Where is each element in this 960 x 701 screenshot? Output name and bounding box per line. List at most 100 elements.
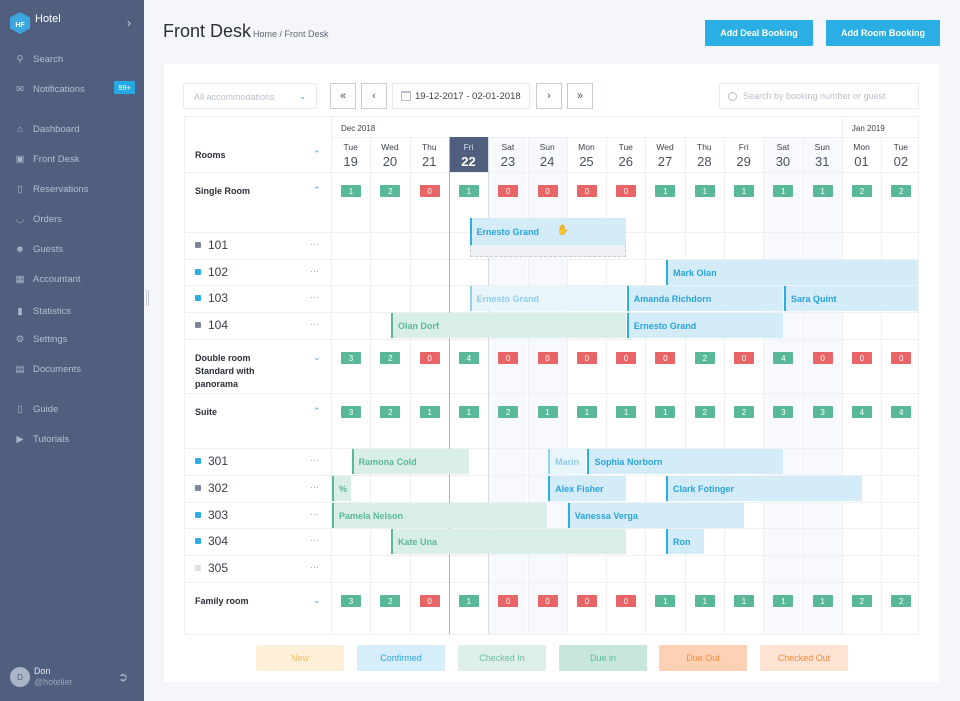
booking-bar[interactable]: Olan Dorf [390, 313, 626, 338]
category-toggle[interactable]: ⌄ [313, 595, 321, 605]
room-menu-button[interactable]: ··· [310, 482, 319, 492]
sidebar-item-reservations[interactable]: ▯ Reservations [13, 182, 135, 196]
booking-bar[interactable]: Ernesto Grand [469, 218, 626, 245]
room-row[interactable]: 304 [195, 534, 228, 548]
user-profile[interactable]: D Don @hotelier [10, 666, 73, 688]
sidebar-item-label: Settings [33, 333, 68, 345]
grid-line [331, 137, 918, 138]
room-row[interactable]: 303 [195, 508, 228, 522]
room-number: 305 [208, 561, 229, 575]
prev-page-button[interactable]: ‹ [361, 83, 387, 109]
clipboard-icon: ▯ [17, 183, 23, 195]
room-status-icon [195, 458, 201, 464]
booking-bar[interactable]: Clark Fotinger [666, 476, 862, 501]
room-menu-button[interactable]: ··· [310, 266, 319, 276]
booking-bar[interactable]: Vanessa Verga [567, 503, 744, 528]
sidebar-item-notifications[interactable]: ✉ Notifications 99+ [13, 81, 135, 96]
booking-bar[interactable]: Pamela Nelson [332, 503, 548, 528]
room-menu-button[interactable]: ··· [310, 455, 319, 465]
sidebar-item-documents[interactable]: ▤ Documents [13, 362, 135, 376]
day-number: 30 [775, 154, 791, 169]
sidebar-item-settings[interactable]: ⚙ Settings [13, 332, 135, 346]
chevron-up-icon[interactable]: ⌃ [313, 149, 321, 159]
booking-bar[interactable]: Ernesto Grand [626, 313, 783, 338]
category-toggle[interactable]: ⌃ [313, 185, 321, 195]
room-row[interactable]: 302 [195, 481, 228, 495]
availability-badge: 4 [773, 352, 794, 364]
sidebar-item-label: Orders [33, 213, 63, 225]
sidebar-item-accountant[interactable]: ▦ Accountant [13, 272, 135, 286]
grid-line [185, 555, 918, 556]
room-menu-button[interactable]: ··· [310, 319, 319, 329]
room-row[interactable]: 104 [195, 318, 228, 332]
booking-calendar: Rooms ⌃ Dec 2018 Jan 2019 Tue 19 Wed 20 Thu 21 F… [184, 116, 919, 635]
room-menu-button[interactable]: ··· [310, 509, 319, 519]
booking-bar[interactable]: Amanda Richdorn [626, 286, 783, 311]
category-name: Double room Standard with panorama [195, 353, 255, 389]
room-menu-button[interactable]: ··· [310, 562, 319, 572]
availability-badge: 3 [341, 595, 361, 607]
day-number: 01 [854, 154, 869, 169]
room-menu-button[interactable]: ··· [310, 292, 319, 302]
breadcrumb[interactable]: Home / Front Desk [253, 29, 329, 39]
booking-bar[interactable]: Mark Olan [666, 260, 918, 285]
sidebar-item-statistics[interactable]: ▮ Statistics [13, 304, 135, 318]
grid-line [185, 339, 918, 340]
day-of-week: Sun [539, 142, 555, 152]
room-row[interactable]: 101 [195, 238, 228, 252]
booking-bar[interactable]: Ron [666, 529, 705, 554]
sidebar-item-orders[interactable]: ◡ Orders [13, 212, 135, 226]
next-page-button[interactable]: › [536, 83, 562, 109]
calendar-icon [401, 91, 411, 101]
room-row[interactable]: 301 [195, 454, 228, 468]
room-row[interactable]: 305 [195, 561, 228, 575]
room-menu-button[interactable]: ··· [310, 535, 319, 545]
sidebar-item-front-desk[interactable]: ▣ Front Desk [13, 152, 135, 166]
grid-line [331, 117, 332, 634]
sidebar-item-tutorials[interactable]: ▶ Tutorials [13, 432, 135, 446]
add-deal-booking-button[interactable]: Add Deal Booking [705, 20, 813, 46]
room-status-icon [195, 322, 201, 328]
booking-bar[interactable]: Sophia Norborn [587, 449, 783, 474]
booking-bar[interactable]: Alex Fisher [548, 476, 626, 501]
brand[interactable]: HF Hotel [10, 12, 61, 34]
booking-search-input[interactable]: Search by booking number or guest [719, 83, 919, 109]
room-menu-button[interactable]: ··· [310, 239, 319, 249]
sidebar-resize-handle[interactable] [146, 290, 149, 306]
sidebar-item-label: Reservations [33, 183, 89, 195]
folder-icon: ▤ [15, 363, 25, 375]
legend-new: New [256, 645, 344, 671]
availability-badge: 0 [616, 352, 637, 364]
sidebar-item-label: Notifications [33, 83, 85, 95]
booking-bar[interactable]: Marin [548, 449, 587, 474]
booking-bar[interactable]: Ramona Cold [351, 449, 469, 474]
room-status-icon [195, 538, 201, 544]
sidebar-item-guide[interactable]: ▯ Guide [13, 402, 135, 416]
room-row[interactable]: 103 [195, 291, 228, 305]
sidebar-item-search[interactable]: ⚲ Search [13, 52, 135, 66]
logout-icon[interactable]: ➲ [118, 670, 129, 684]
availability-badge: 1 [773, 185, 794, 197]
availability-badge: 1 [458, 406, 479, 418]
chevron-right-icon[interactable]: › [127, 16, 131, 30]
category-toggle[interactable]: ⌄ [313, 352, 321, 362]
sidebar-item-label: Search [33, 53, 64, 65]
booking-bar[interactable]: % [332, 476, 351, 501]
room-row[interactable]: 102 [195, 265, 228, 279]
add-room-booking-button[interactable]: Add Room Booking [826, 20, 940, 46]
first-page-button[interactable]: « [330, 83, 356, 109]
day-number: 22 [461, 154, 476, 169]
date-range-picker[interactable]: 19-12-2017 - 02-01-2018 [392, 83, 530, 109]
booking-bar[interactable]: Ernesto Grand [469, 286, 626, 311]
booking-bar[interactable]: Sara Quint [783, 286, 918, 311]
booking-bar[interactable]: Kate Una [390, 529, 626, 554]
accommodations-select[interactable]: All accommodations ⌄ [183, 83, 317, 109]
availability-badge: 1 [734, 595, 754, 607]
sidebar-item-guests[interactable]: ☻ Guests [13, 242, 135, 256]
weekend-column [527, 137, 567, 634]
day-of-week: Tue [618, 142, 633, 152]
category-toggle[interactable]: ⌃ [313, 406, 321, 416]
room-status-icon [195, 269, 201, 275]
sidebar-item-dashboard[interactable]: ⌂ Dashboard [13, 122, 135, 136]
last-page-button[interactable]: » [567, 83, 593, 109]
